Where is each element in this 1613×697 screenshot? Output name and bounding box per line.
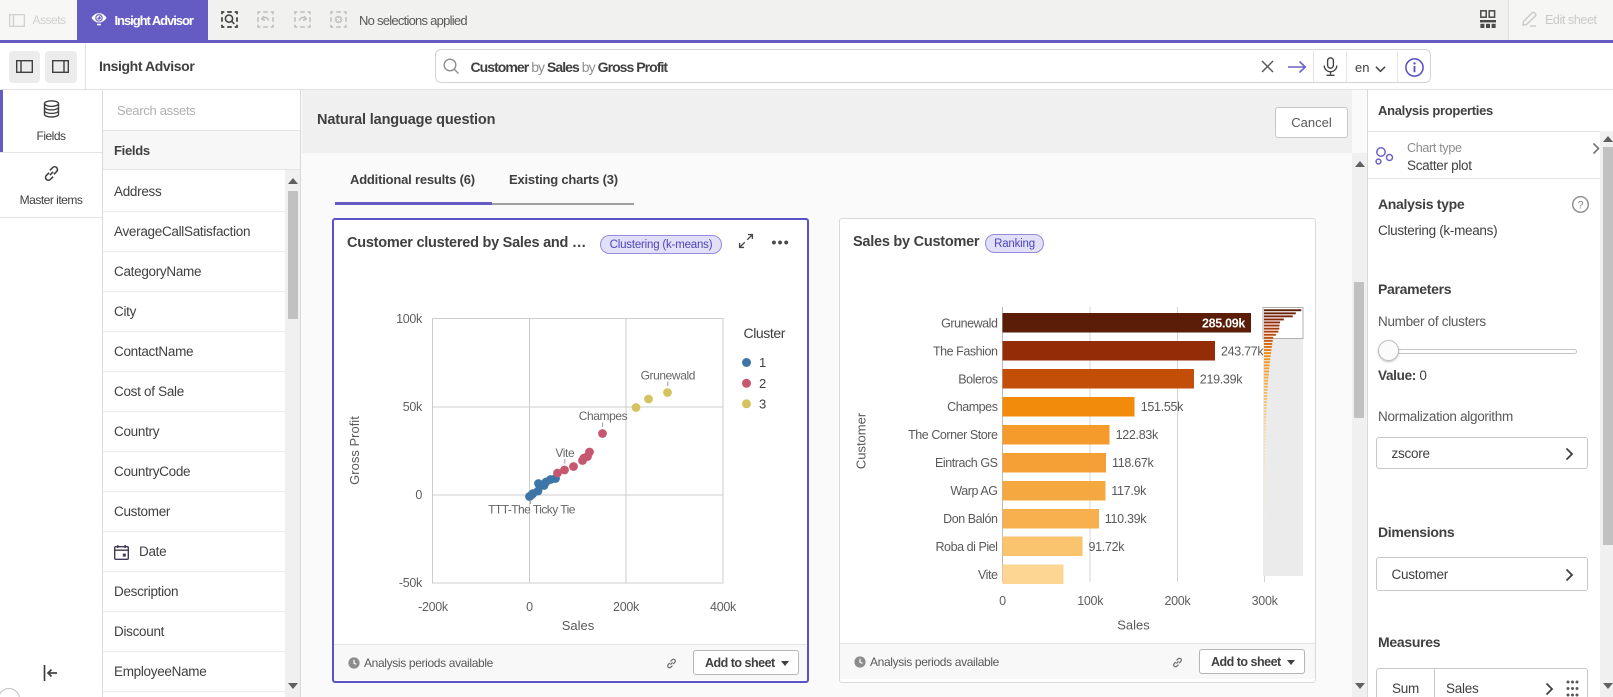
svg-text:?: ? xyxy=(1577,200,1583,212)
svg-text:Champes: Champes xyxy=(579,409,628,423)
svg-text:Grunewald: Grunewald xyxy=(941,316,998,330)
svg-text:0: 0 xyxy=(415,488,422,502)
svg-text:110.39k: 110.39k xyxy=(1105,512,1148,526)
svg-text:100k: 100k xyxy=(396,312,423,326)
svg-text:Sales: Sales xyxy=(562,618,595,633)
svg-text:118.67k: 118.67k xyxy=(1112,456,1155,470)
svg-text:200k: 200k xyxy=(1164,594,1191,608)
svg-text:2: 2 xyxy=(759,376,766,391)
svg-text:Roba di Piel: Roba di Piel xyxy=(935,540,997,554)
svg-text:1: 1 xyxy=(759,355,766,370)
svg-text:151.55k: 151.55k xyxy=(1141,400,1184,414)
svg-text:0: 0 xyxy=(999,594,1006,608)
svg-text:Vite: Vite xyxy=(555,446,575,460)
svg-text:Don Balón: Don Balón xyxy=(943,512,998,526)
svg-text:Gross Profit: Gross Profit xyxy=(347,416,362,485)
svg-text:100k: 100k xyxy=(1077,594,1104,608)
svg-text:200k: 200k xyxy=(613,600,640,614)
svg-text:Boleros: Boleros xyxy=(958,372,997,386)
svg-text:300k: 300k xyxy=(1252,594,1279,608)
svg-text:TTT-The Ticky Tie: TTT-The Ticky Tie xyxy=(488,503,576,517)
svg-text:Grunewald: Grunewald xyxy=(641,369,695,383)
svg-text:-200k: -200k xyxy=(418,600,449,614)
svg-text:Eintrach GS: Eintrach GS xyxy=(935,456,998,470)
svg-text:0: 0 xyxy=(526,600,533,614)
svg-text:50k: 50k xyxy=(403,400,423,414)
svg-text:117.9k: 117.9k xyxy=(1111,484,1147,498)
svg-text:Cluster: Cluster xyxy=(744,325,786,341)
svg-text:The Fashion: The Fashion xyxy=(933,344,998,358)
svg-text:3: 3 xyxy=(759,396,766,411)
svg-text:-50k: -50k xyxy=(399,576,423,590)
svg-text:Customer: Customer xyxy=(854,412,869,469)
svg-text:Vite: Vite xyxy=(978,568,998,582)
svg-text:400k: 400k xyxy=(710,600,737,614)
svg-text:219.39k: 219.39k xyxy=(1200,372,1243,386)
svg-text:91.72k: 91.72k xyxy=(1089,540,1126,554)
svg-text:The Corner Store: The Corner Store xyxy=(908,428,998,442)
svg-text:Warp AG: Warp AG xyxy=(950,484,997,498)
svg-text:Sales: Sales xyxy=(1117,618,1150,633)
svg-text:243.77k: 243.77k xyxy=(1221,344,1264,358)
svg-text:Champes: Champes xyxy=(947,400,998,414)
svg-text:122.83k: 122.83k xyxy=(1116,428,1159,442)
svg-text:285.09k: 285.09k xyxy=(1202,316,1245,330)
